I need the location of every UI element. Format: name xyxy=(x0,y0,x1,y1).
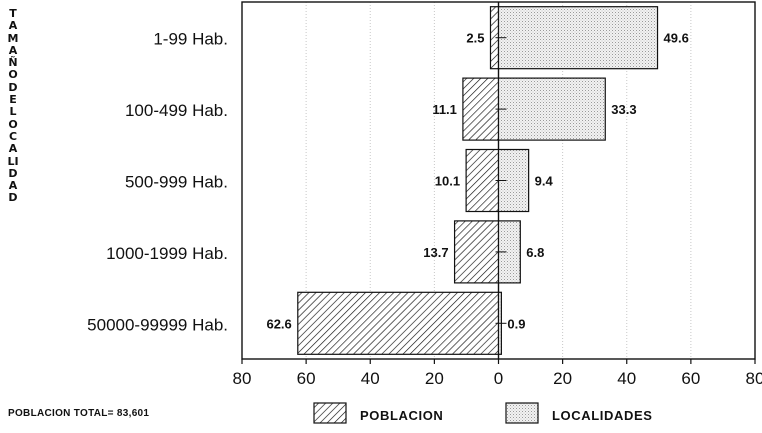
bar-poblacion xyxy=(297,291,500,355)
data-label-localidades: 6.8 xyxy=(526,245,544,260)
category-label: 1000-1999 Hab. xyxy=(106,244,228,263)
bar-localidades xyxy=(497,77,606,141)
legend-poblacion-label: POBLACION xyxy=(360,408,443,423)
data-label-localidades: 49.6 xyxy=(664,31,689,46)
x-tick-label: 20 xyxy=(425,369,444,388)
data-label-poblacion: 13.7 xyxy=(423,245,448,260)
bar-localidades xyxy=(497,6,659,70)
legend-localidades-label: LOCALIDADES xyxy=(552,408,653,423)
category-label: 500-999 Hab. xyxy=(125,173,228,192)
legend-localidades-swatch xyxy=(505,402,539,424)
bar-poblacion xyxy=(465,148,500,213)
data-label-poblacion: 10.1 xyxy=(435,174,460,189)
x-tick-label: 40 xyxy=(617,369,636,388)
data-label-poblacion: 62.6 xyxy=(266,316,291,331)
category-label: 1-99 Hab. xyxy=(153,30,228,49)
legend-poblacion-swatch xyxy=(313,402,347,424)
x-tick-label: 80 xyxy=(746,369,762,388)
data-label-localidades: 0.9 xyxy=(507,316,525,331)
data-label-poblacion: 11.1 xyxy=(432,102,457,117)
category-label: 100-499 Hab. xyxy=(125,101,228,120)
bar-poblacion xyxy=(453,220,500,284)
footnote-total-population: POBLACION TOTAL= 83,601 xyxy=(8,408,150,419)
x-tick-label: 80 xyxy=(233,369,252,388)
bar-poblacion xyxy=(462,77,500,141)
x-tick-label: 0 xyxy=(494,369,503,388)
vertical-axis-title: TAMAÑO DE LOCALIDAD xyxy=(7,7,19,205)
data-label-localidades: 33.3 xyxy=(611,102,636,117)
x-tick-label: 60 xyxy=(297,369,316,388)
x-tick-label: 20 xyxy=(553,369,572,388)
x-tick-label: 60 xyxy=(681,369,700,388)
data-label-poblacion: 2.5 xyxy=(466,31,484,46)
category-label: 50000-99999 Hab. xyxy=(87,315,228,334)
data-label-localidades: 9.4 xyxy=(535,174,554,189)
x-tick-label: 40 xyxy=(361,369,380,388)
